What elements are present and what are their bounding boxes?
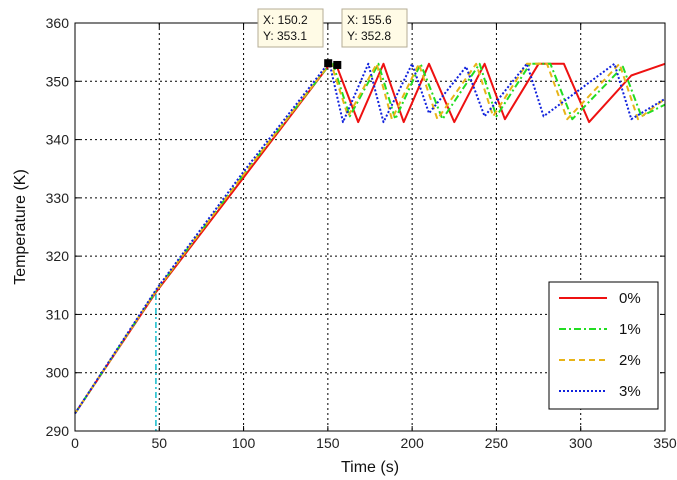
legend-label-3: 2% <box>619 352 641 369</box>
y-tick-label: 350 <box>46 73 70 89</box>
x-tick-label: 100 <box>232 435 256 451</box>
legend-label-2: 1% <box>619 321 641 338</box>
x-tick-label: 300 <box>569 435 593 451</box>
y-tick-label: 340 <box>46 132 70 148</box>
x-tick-label: 50 <box>151 435 167 451</box>
x-tick-label: 200 <box>400 435 424 451</box>
legend-label-1: 0% <box>619 290 641 307</box>
datatip: X: 155.6 Y: 352.8 <box>333 8 408 69</box>
series-line-2 <box>74 62 666 415</box>
legend-box <box>548 281 659 410</box>
y-tick-label: 360 <box>46 15 70 31</box>
datatip-marker <box>324 59 333 68</box>
datatip-box <box>341 8 408 48</box>
x-axis-label: Time (s) <box>341 459 399 476</box>
legend-label-4: 3% <box>619 383 641 400</box>
y-tick-label: 310 <box>46 306 70 322</box>
datatip-x-label: X: 150.2 <box>263 13 308 27</box>
datatip: X: 150.2 Y: 353.1 <box>257 8 333 68</box>
series-line-3 <box>74 62 666 415</box>
legend: 0% 1% 2% 3% <box>548 281 659 410</box>
x-tick-label: 350 <box>653 435 677 451</box>
datatip-box <box>257 8 324 48</box>
datatip-marker <box>333 60 342 69</box>
x-tick-label: 150 <box>316 435 340 451</box>
datatip-y-label: Y: 353.1 <box>263 29 307 43</box>
y-tick-label: 290 <box>46 423 70 439</box>
y-tick-label: 330 <box>46 190 70 206</box>
series-layer <box>74 62 666 415</box>
x-tick-label: 250 <box>485 435 509 451</box>
y-tick-label: 300 <box>46 365 70 381</box>
y-axis-label: Temperature (K) <box>12 169 29 285</box>
axis-ticks: 0 50 100 150 200 250 300 350 290 300 310 320 330 340 3… <box>46 15 677 451</box>
datatip-y-label: Y: 352.8 <box>347 29 391 43</box>
datatips: X: 150.2 Y: 353.1 X: 155.6 Y: 352.8 <box>257 8 408 69</box>
y-tick-label: 320 <box>46 248 70 264</box>
x-tick-label: 0 <box>71 435 79 451</box>
datatip-x-label: X: 155.6 <box>347 13 392 27</box>
